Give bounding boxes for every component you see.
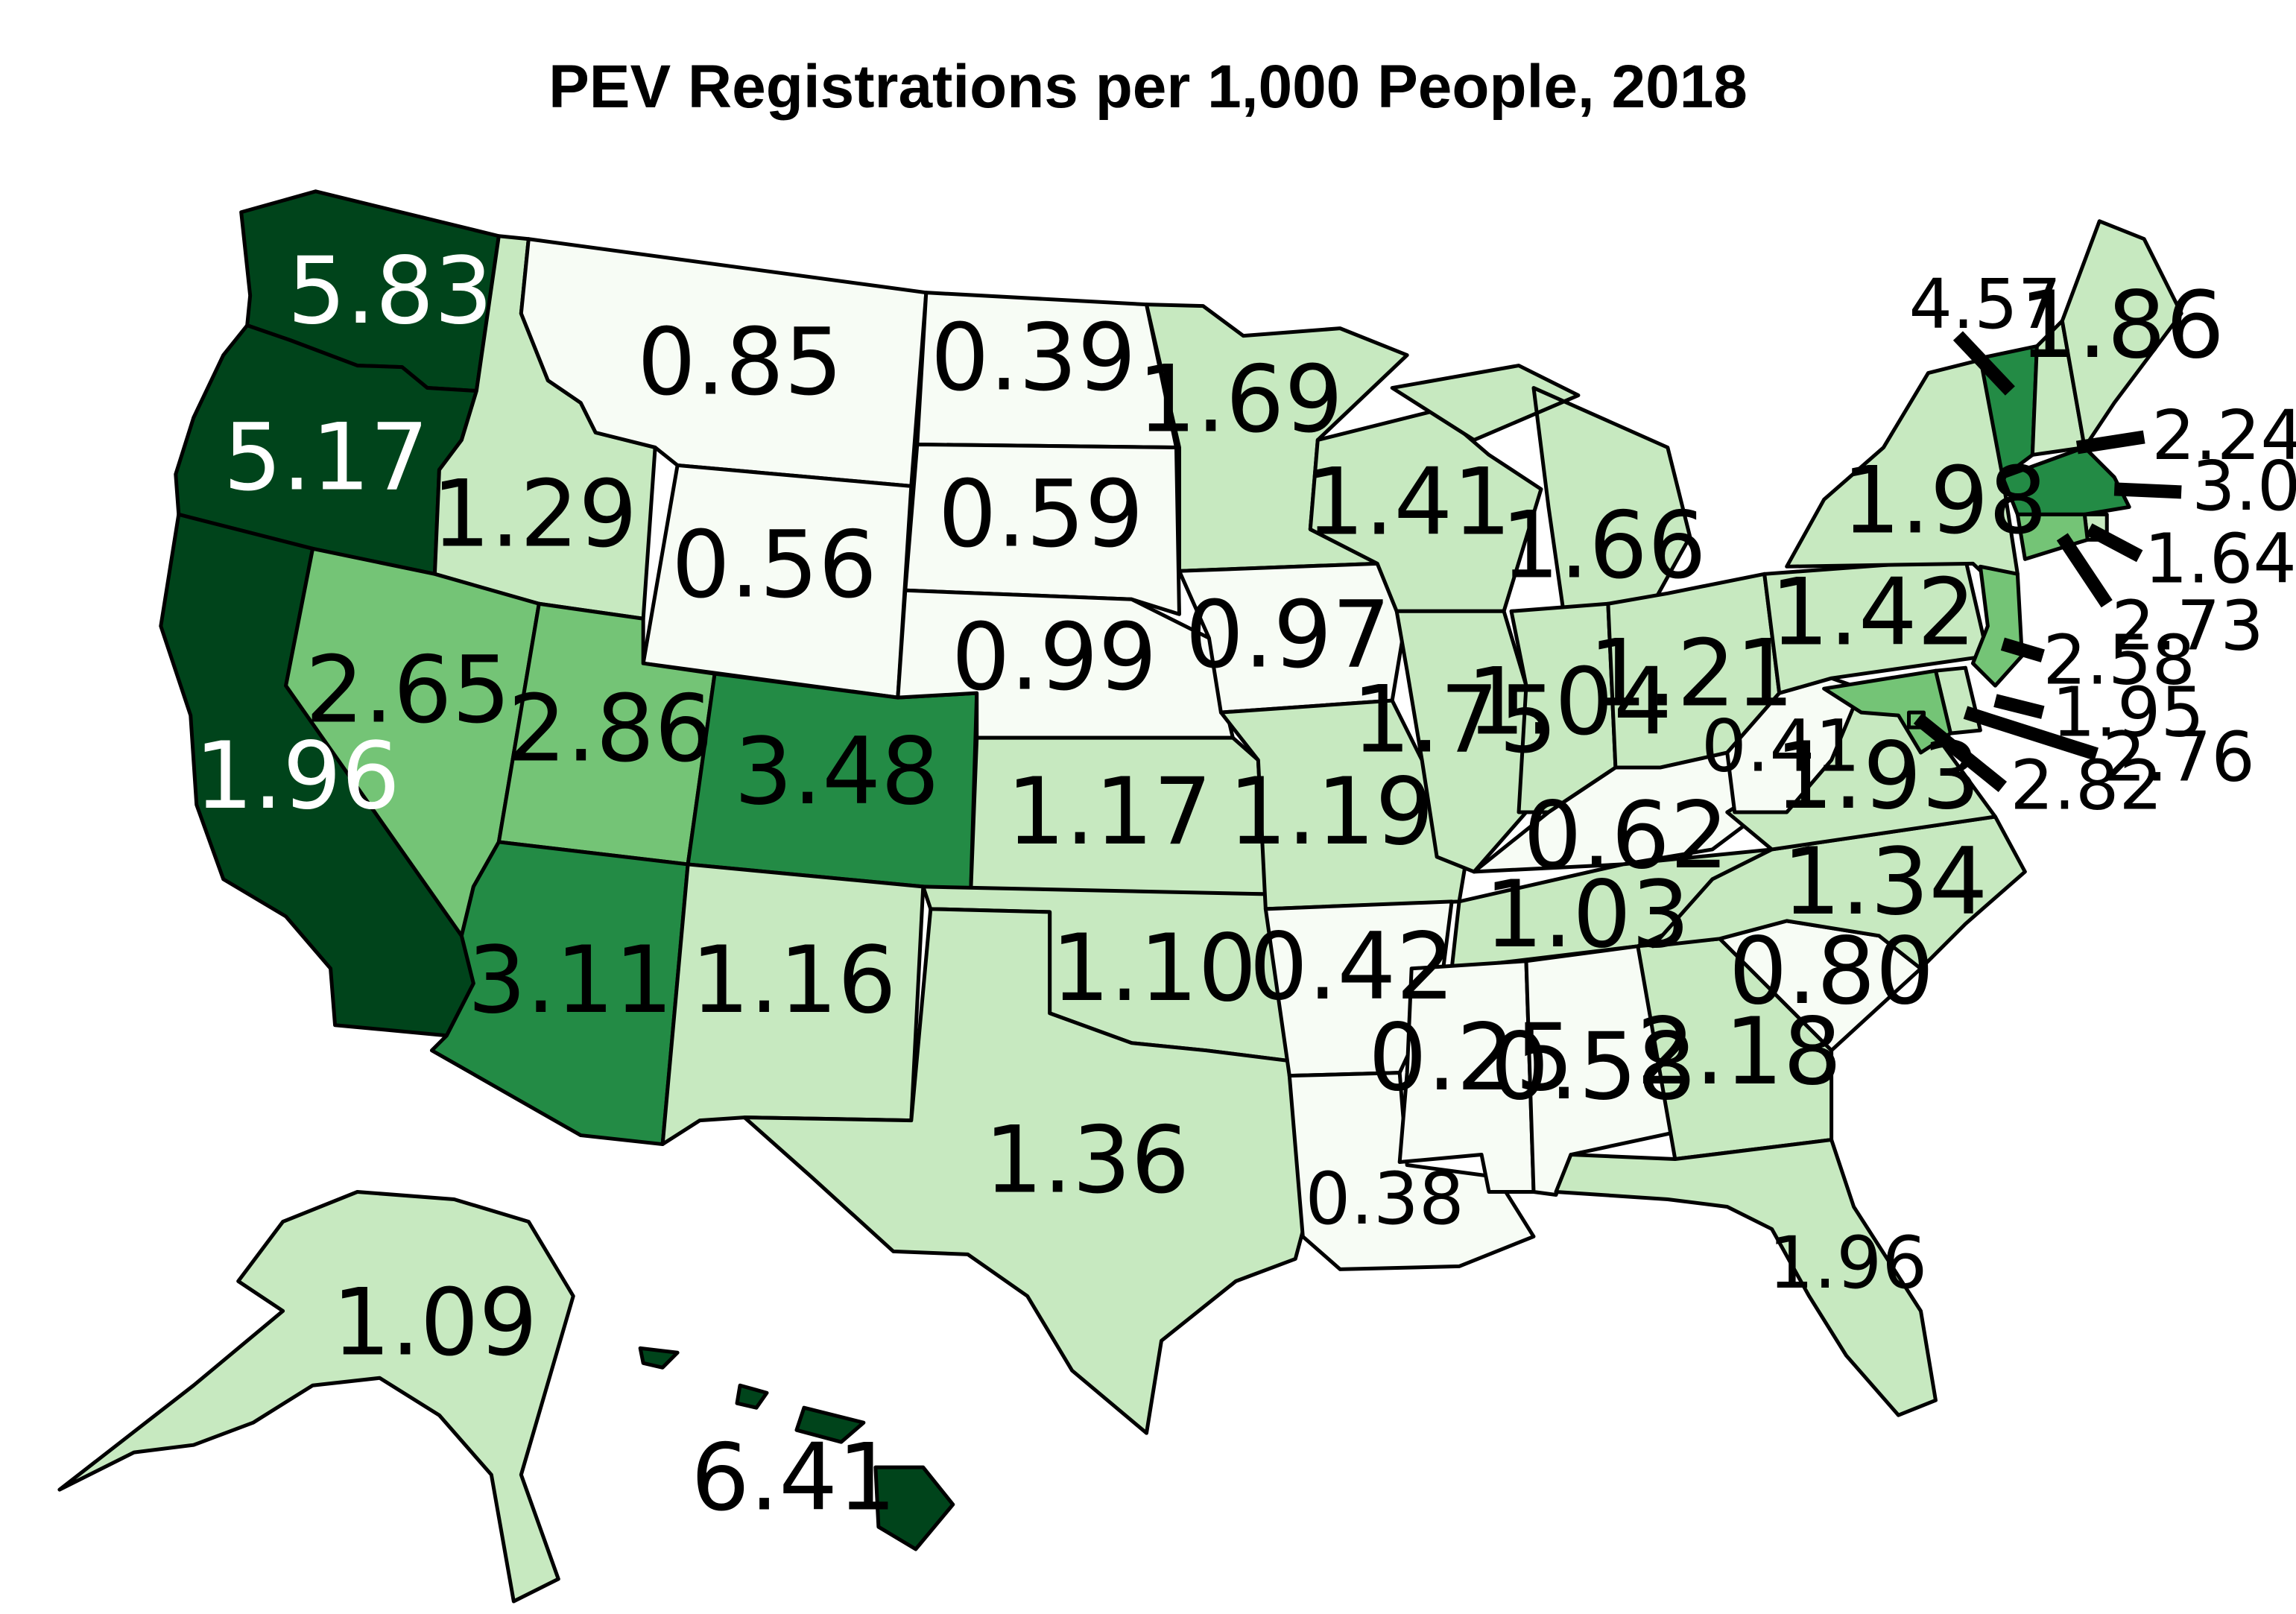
leader-line-nj: [2000, 637, 2045, 662]
value-label-de: 1.95: [2052, 673, 2204, 753]
value-label-ak: 1.09: [332, 1269, 538, 1376]
value-label-il: 1.75: [1352, 666, 1557, 773]
value-label-tx: 1.36: [984, 1107, 1190, 1215]
value-label-mt: 0.85: [637, 309, 843, 417]
value-label-nj: 2.58: [2043, 621, 2195, 700]
value-label-mn: 1.69: [1137, 346, 1343, 454]
value-label-ok: 1.10: [1051, 915, 1257, 1022]
value-label-la: 0.38: [1305, 1157, 1464, 1241]
value-label-sc: 0.80: [1729, 918, 1935, 1025]
value-label-hi: 6.41: [691, 1424, 896, 1531]
value-label-sd: 0.59: [938, 461, 1144, 569]
value-label-fl: 1.96: [1768, 1221, 1928, 1305]
value-label-ne: 0.99: [952, 604, 1157, 711]
value-label-mi: 1.66: [1501, 493, 1707, 600]
leader-line-vt: [1952, 331, 2015, 396]
value-label-in: 1.04: [1467, 648, 1672, 756]
states-layer: [57, 189, 2183, 1604]
value-label-nd: 0.39: [931, 305, 1136, 412]
value-label-al: 0.58: [1490, 1013, 1696, 1121]
value-label-wa: 5.83: [288, 238, 493, 345]
value-label-mo: 1.19: [1228, 759, 1434, 866]
value-label-ky: 0.62: [1523, 782, 1729, 890]
value-label-ma: 3.07: [2192, 446, 2296, 526]
state-sd: [903, 442, 1181, 616]
value-label-oh: 1.21: [1589, 620, 1794, 727]
value-label-ar: 0.42: [1249, 914, 1455, 1021]
leader-line-dc: [1913, 713, 2008, 793]
value-label-wy: 0.56: [671, 511, 877, 618]
leader-line-md: [1963, 706, 2099, 761]
value-label-nm: 1.16: [691, 927, 896, 1034]
value-label-va: 1.93: [1775, 723, 1981, 830]
value-label-ia: 0.97: [1185, 581, 1391, 689]
value-label-wi: 1.41: [1306, 449, 1511, 557]
value-label-tn: 1.03: [1484, 861, 1690, 969]
value-label-ny: 1.98: [1842, 448, 2048, 555]
leader-line-nh: [2075, 430, 2145, 455]
value-label-or: 5.17: [224, 405, 429, 512]
state-fl: [1554, 1138, 1938, 1417]
value-label-nc: 1.34: [1783, 829, 1988, 936]
value-label-az: 3.11: [467, 927, 673, 1034]
value-label-ga: 2.18: [1636, 999, 1842, 1106]
value-label-ks: 1.17: [1007, 759, 1212, 866]
value-label-md: 2.76: [2102, 717, 2255, 797]
state-ct: [2015, 512, 2090, 561]
value-label-ca: 11.96: [136, 723, 400, 830]
value-label-ri: 1.64: [2144, 519, 2296, 599]
state-tx: [742, 907, 1309, 1435]
value-label-me: 1.86: [2019, 272, 2224, 379]
leader-line-ri: [2086, 523, 2143, 563]
leader-line-de: [1993, 694, 2045, 719]
value-label-vt: 4.57: [1909, 265, 2062, 344]
leader-line-ma: [2113, 482, 2182, 499]
leader-lines: [1913, 331, 2182, 793]
value-label-nv: 2.65: [306, 636, 511, 744]
state-la: [1287, 1071, 1536, 1271]
value-label-nh: 2.24: [2151, 396, 2296, 475]
value-label-pa: 1.42: [1771, 559, 1976, 666]
value-label-wv: 0.41: [1701, 704, 1861, 788]
map-title: PEV Registrations per 1,000 People, 2018: [548, 53, 1748, 121]
state-ak: [57, 1189, 575, 1604]
state-md: [1822, 668, 1952, 755]
state-hi: [638, 1346, 955, 1551]
value-label-ut: 2.86: [507, 675, 713, 782]
value-label-dc: 2.82: [2010, 745, 2163, 825]
value-labels: 5.83 5.17 11.96 1.29 2.65 0.85 0.56 2.86 3.48 3.1…: [136, 238, 2296, 1531]
value-label-ms: 0.25: [1368, 1004, 1574, 1112]
state-nj: [1970, 564, 2024, 688]
value-label-ct: 2.73: [2111, 586, 2264, 666]
leader-line-ct: [2056, 533, 2113, 608]
value-label-co: 3.48: [734, 718, 940, 826]
value-label-id: 1.29: [431, 461, 637, 569]
state-mo: [1218, 698, 1469, 911]
